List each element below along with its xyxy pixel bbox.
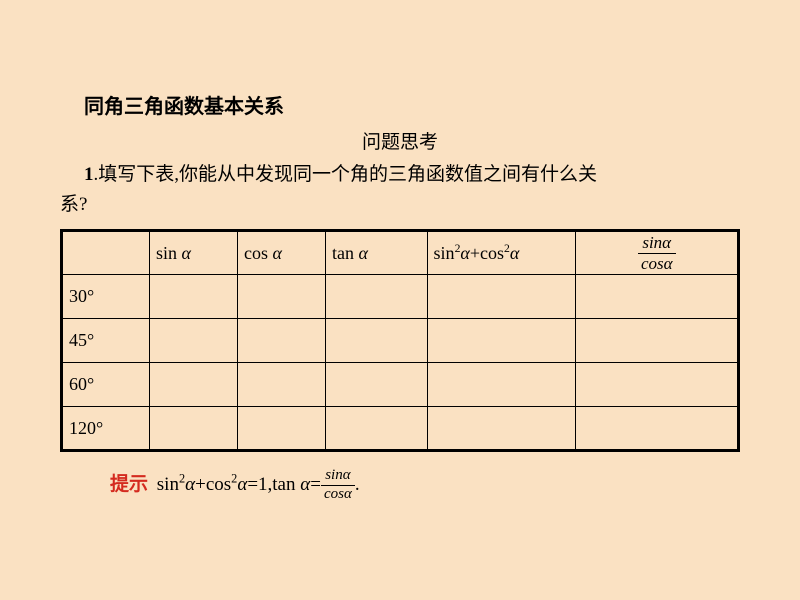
header-tan: tan α (326, 230, 428, 275)
question-line-2: 系? (60, 190, 740, 220)
cell (326, 319, 428, 363)
cell (576, 407, 739, 451)
cell (576, 319, 739, 363)
cell (427, 319, 576, 363)
header-sin: sin α (150, 230, 238, 275)
cell (427, 363, 576, 407)
cell (150, 363, 238, 407)
cell (427, 275, 576, 319)
question-text-1: .填写下表,你能从中发现同一个角的三角函数值之间有什么关 (94, 164, 598, 185)
slide-content: 同角三角函数基本关系 问题思考 1.填写下表,你能从中发现同一个角的三角函数值之… (0, 0, 800, 503)
cell (326, 275, 428, 319)
cell (427, 407, 576, 451)
answer-line: 提示 sin2α+cos2α=1,tan α=sinαcosα. (110, 468, 740, 503)
cell (326, 407, 428, 451)
row-label: 30° (62, 275, 150, 319)
question-number: 1 (84, 164, 94, 185)
row-label: 120° (62, 407, 150, 451)
table-header-row: sin α cos α tan α sin2α+cos2α sinα cosα (62, 230, 739, 275)
table-row: 45° (62, 319, 739, 363)
header-blank (62, 230, 150, 275)
trig-table: sin α cos α tan α sin2α+cos2α sinα cosα … (60, 229, 740, 453)
cell (576, 275, 739, 319)
subtitle: 问题思考 (60, 127, 740, 154)
header-sumsq: sin2α+cos2α (427, 230, 576, 275)
hint-label: 提示 (110, 474, 148, 495)
table-row: 120° (62, 407, 739, 451)
cell (238, 319, 326, 363)
row-label: 45° (62, 319, 150, 363)
question-line-1: 1.填写下表,你能从中发现同一个角的三角函数值之间有什么关 (84, 160, 740, 190)
cell (150, 319, 238, 363)
cell (326, 363, 428, 407)
header-cos: cos α (238, 230, 326, 275)
table-row: 30° (62, 275, 739, 319)
header-ratio: sinα cosα (576, 230, 739, 275)
cell (238, 363, 326, 407)
cell (238, 407, 326, 451)
cell (150, 407, 238, 451)
row-label: 60° (62, 363, 150, 407)
heading: 同角三角函数基本关系 (84, 90, 740, 119)
cell (150, 275, 238, 319)
cell (238, 275, 326, 319)
answer-eq: sin2α+cos2α=1,tan α=sinαcosα. (157, 474, 360, 495)
table-row: 60° (62, 363, 739, 407)
cell (576, 363, 739, 407)
